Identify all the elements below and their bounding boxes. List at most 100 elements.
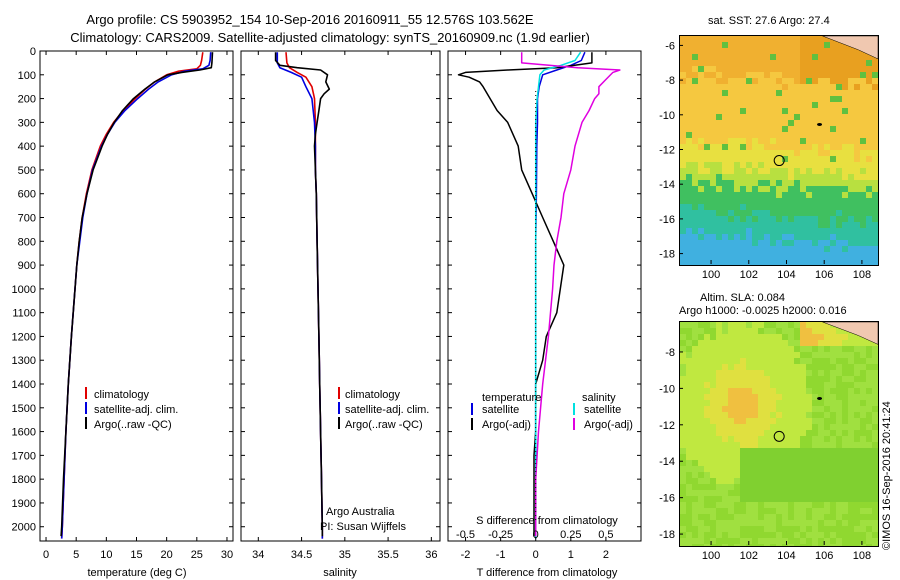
map-cell xyxy=(860,544,867,546)
map-cell xyxy=(764,36,771,43)
map-cell xyxy=(794,108,801,115)
map-cell xyxy=(836,234,843,241)
map-cell xyxy=(872,96,878,103)
map-cell xyxy=(680,352,687,359)
map-cell xyxy=(806,198,813,205)
map-cell xyxy=(728,138,735,145)
map-cell xyxy=(692,174,699,181)
map-cell xyxy=(728,496,735,503)
map-cell xyxy=(848,394,855,401)
map-cell xyxy=(788,246,795,253)
map-cell xyxy=(848,490,855,497)
map-cell xyxy=(728,412,735,419)
map-cell xyxy=(866,496,873,503)
map-cell xyxy=(764,210,771,217)
map-cell xyxy=(746,126,753,133)
map-cell xyxy=(716,84,723,91)
map-cell xyxy=(866,192,873,199)
map-cell xyxy=(698,222,705,229)
map-cell xyxy=(806,144,813,151)
map-cell xyxy=(728,210,735,217)
map-cell xyxy=(830,60,837,67)
map-cell xyxy=(848,400,855,407)
chart-title-line1: Argo profile: CS 5903952_154 10-Sep-2016… xyxy=(86,12,534,27)
map-cell xyxy=(698,168,705,175)
map-cell xyxy=(698,400,705,407)
map-cell xyxy=(812,192,819,199)
map-cell xyxy=(752,418,759,425)
map-cell xyxy=(770,418,777,425)
map-cell xyxy=(758,138,765,145)
difference-series-s-satellite xyxy=(534,51,582,539)
map-cell xyxy=(704,90,711,97)
map-cell xyxy=(830,138,837,145)
map-cell xyxy=(788,334,795,341)
map-cell xyxy=(788,394,795,401)
map-cell xyxy=(722,472,729,479)
map-cell xyxy=(758,210,765,217)
map-cell xyxy=(752,520,759,527)
map-cell xyxy=(830,174,837,181)
map-cell xyxy=(698,526,705,533)
map-cell xyxy=(698,334,705,341)
map-cell xyxy=(722,322,729,329)
map-cell xyxy=(812,430,819,437)
map-cell xyxy=(698,114,705,121)
map-cell xyxy=(740,210,747,217)
map-cell xyxy=(818,114,825,121)
temperature-series-climatology xyxy=(60,52,204,539)
map-cell xyxy=(806,484,813,491)
map-cell xyxy=(698,466,705,473)
map-cell xyxy=(686,186,693,193)
map-cell xyxy=(728,144,735,151)
map-cell xyxy=(794,388,801,395)
map-cell xyxy=(812,252,819,259)
map-cell xyxy=(686,424,693,431)
map-cell xyxy=(752,478,759,485)
map-cell xyxy=(746,424,753,431)
map-cell xyxy=(854,150,861,157)
map-cell xyxy=(740,84,747,91)
map-cell xyxy=(740,406,747,413)
map-cell xyxy=(770,460,777,467)
map-cell xyxy=(752,406,759,413)
map-cell xyxy=(866,394,873,401)
map-cell xyxy=(734,42,741,49)
map-cell xyxy=(686,48,693,55)
map-cell xyxy=(734,258,741,265)
map-cell xyxy=(686,448,693,455)
map-cell xyxy=(806,180,813,187)
map-cell xyxy=(764,66,771,73)
map-cell xyxy=(866,54,873,61)
map-cell xyxy=(866,358,873,365)
map-cell xyxy=(728,514,735,521)
map-cell xyxy=(710,442,717,449)
map-cell xyxy=(794,364,801,371)
map-cell xyxy=(692,358,699,365)
map-cell xyxy=(830,42,837,49)
map-cell xyxy=(764,108,771,115)
map-cell xyxy=(704,400,711,407)
map-cell xyxy=(860,180,867,187)
map-cell xyxy=(758,412,765,419)
map-cell xyxy=(830,424,837,431)
map-cell xyxy=(788,538,795,545)
map-cell xyxy=(776,508,783,515)
panel-frame-2 xyxy=(240,50,441,542)
map-cell xyxy=(692,156,699,163)
sla-map-title-1: Altim. SLA: 0.084 xyxy=(700,292,785,304)
map-cell xyxy=(758,234,765,241)
map-cell xyxy=(698,258,705,265)
map-cell xyxy=(686,538,693,545)
map-cell xyxy=(806,436,813,443)
map-cell xyxy=(806,240,813,247)
map-cell xyxy=(728,544,735,546)
map-cell xyxy=(854,424,861,431)
map-cell xyxy=(860,222,867,229)
map-cell xyxy=(740,126,747,133)
map-cell xyxy=(818,382,825,389)
map-cell xyxy=(824,418,831,425)
map-cell xyxy=(788,108,795,115)
map-cell xyxy=(860,96,867,103)
map-cell xyxy=(692,448,699,455)
